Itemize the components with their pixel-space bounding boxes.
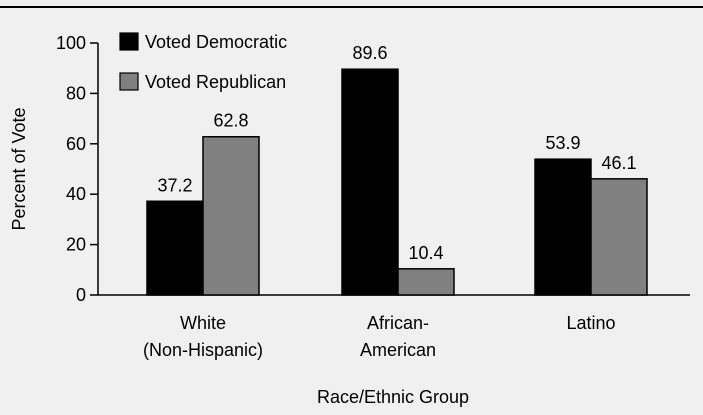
y-axis-title: Percent of Vote <box>9 107 29 230</box>
data-label: 53.9 <box>545 133 580 153</box>
bar-labels: 37.2 89.6 53.9 62.8 10.4 46.1 <box>157 43 636 263</box>
y-tick-label: 40 <box>66 184 86 204</box>
x-tick-label: African-American <box>360 313 436 360</box>
bar-democratic-0 <box>146 200 204 296</box>
data-label: 10.4 <box>408 243 443 263</box>
y-tick-label: 0 <box>76 285 86 305</box>
bar-republican-2 <box>590 178 648 296</box>
data-label: 37.2 <box>157 175 192 195</box>
legend: Voted Democratic Voted Republican <box>119 32 287 92</box>
bars <box>146 68 648 296</box>
y-tick-label: 100 <box>56 33 86 53</box>
y-axis: 0 20 40 60 80 100 <box>56 33 99 305</box>
bar-republican-1 <box>397 268 455 296</box>
y-tick-label: 80 <box>66 83 86 103</box>
x-axis-title: Race/Ethnic Group <box>317 387 469 407</box>
legend-swatch-democratic <box>119 32 139 51</box>
y-tick-label: 60 <box>66 134 86 154</box>
x-axis: White (Non-Hispanic) African-American Latin… <box>98 294 690 360</box>
legend-swatch-republican <box>119 72 139 91</box>
legend-label: Voted Republican <box>145 72 286 92</box>
data-label: 89.6 <box>352 43 387 63</box>
data-label: 62.8 <box>213 111 248 131</box>
bar-democratic-2 <box>534 158 592 296</box>
bar-democratic-1 <box>341 68 399 296</box>
x-tick-label: White (Non-Hispanic) <box>143 313 263 360</box>
bar-republican-0 <box>202 135 260 296</box>
y-tick-label: 20 <box>66 235 86 255</box>
data-label: 46.1 <box>601 153 636 173</box>
legend-label: Voted Democratic <box>145 32 287 52</box>
x-tick-label: Latino <box>566 313 615 333</box>
